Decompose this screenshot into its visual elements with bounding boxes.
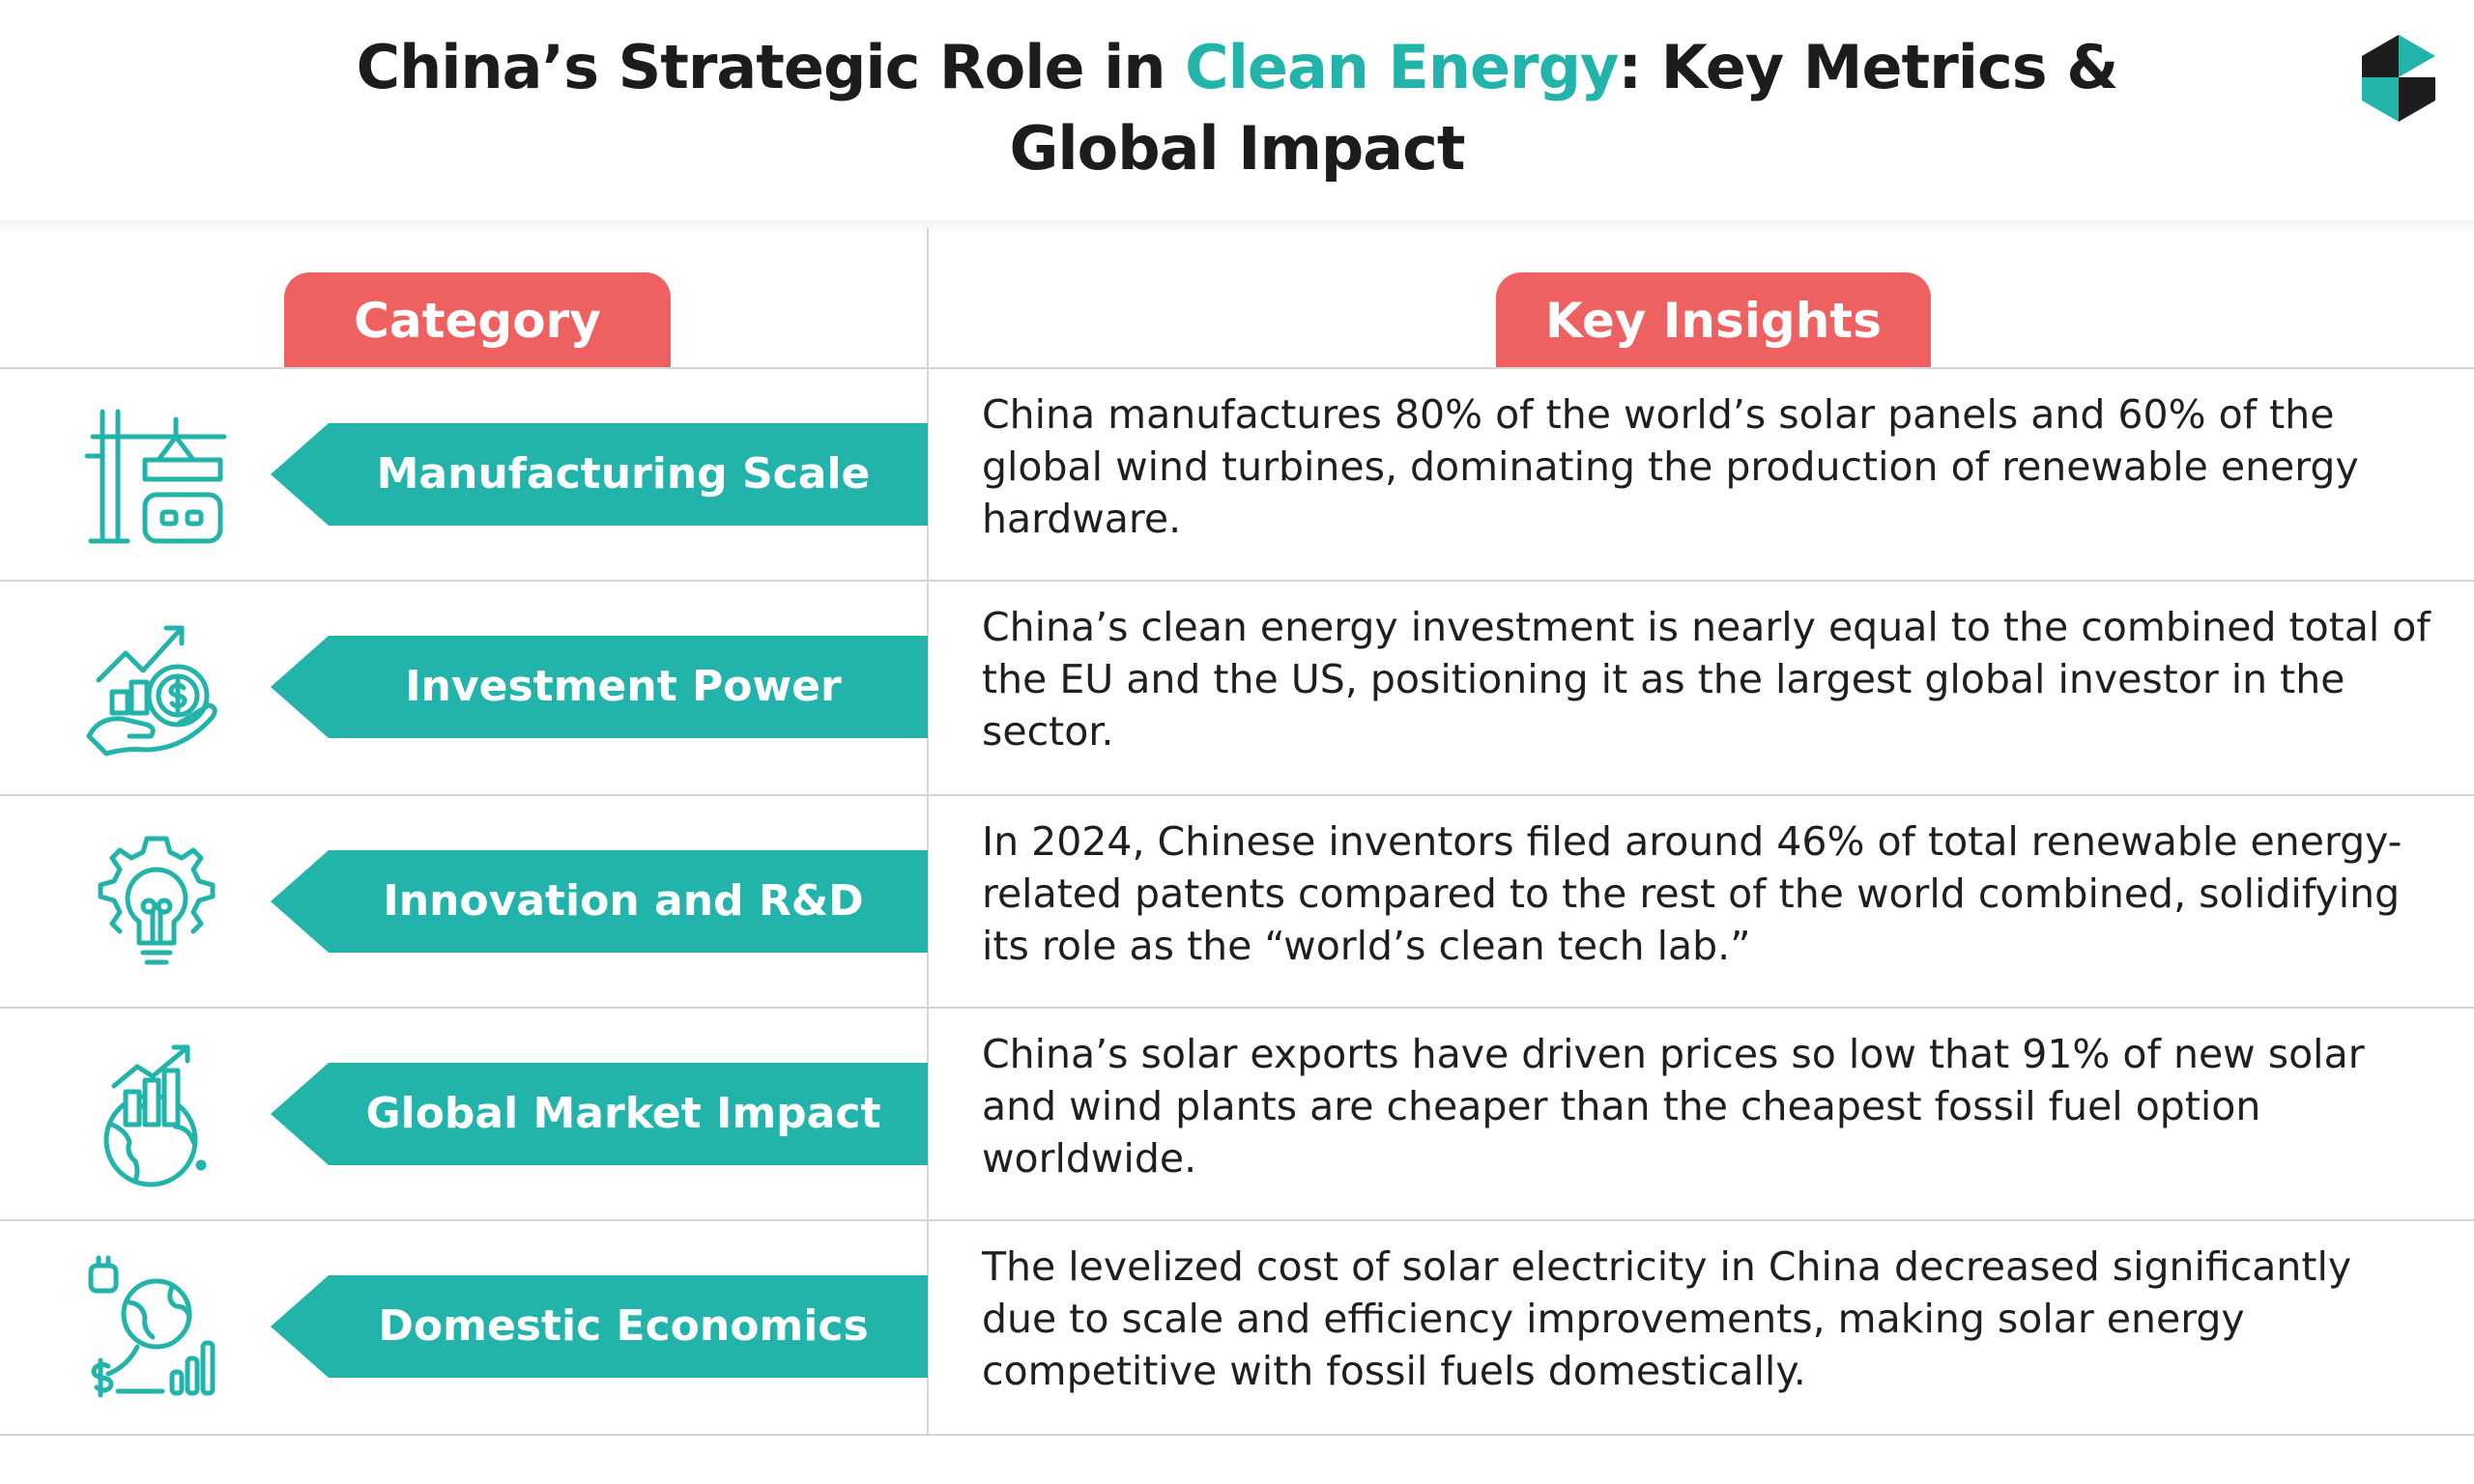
insights-column-header: Key Insights: [1496, 272, 1931, 369]
category-pill: Innovation and R&D: [271, 850, 928, 953]
category-column-header: Category: [284, 272, 671, 369]
innovation-lightbulb-gear-icon: [79, 825, 234, 980]
row-divider: [0, 1434, 2474, 1436]
table-row: Investment Power China’s clean energy in…: [0, 582, 2474, 794]
factory-crane-icon: [79, 398, 234, 553]
globe-growth-chart-icon: [79, 1038, 234, 1192]
investment-hand-coin-icon: [79, 611, 234, 765]
category-pill: Manufacturing Scale: [271, 423, 928, 526]
title-part-2: : Key Metrics & Global Impact: [1009, 32, 2118, 184]
row-divider: [0, 1219, 2474, 1221]
header-divider-shadow: [0, 220, 2474, 234]
category-pill: Investment Power: [271, 636, 928, 738]
row-divider: [0, 367, 2474, 369]
insight-text: China manufactures 80% of the world’s so…: [982, 391, 2359, 542]
table-row: Global Market Impact China’s solar expor…: [0, 1009, 2474, 1221]
column-divider: [927, 228, 929, 1436]
category-pill: Domestic Economics: [271, 1275, 928, 1378]
insight-text: China’s solar exports have driven prices…: [982, 1031, 2365, 1182]
category-pill: Global Market Impact: [271, 1063, 928, 1165]
brand-logo-icon: [2360, 33, 2437, 124]
row-divider: [0, 580, 2474, 582]
insight-text: In 2024, Chinese inventors filed around …: [982, 818, 2402, 969]
table-row: Innovation and R&D In 2024, Chinese inve…: [0, 796, 2474, 1009]
domestic-economy-globe-bars-icon: [79, 1250, 234, 1405]
page-title: China’s Strategic Role in Clean Energy: …: [290, 27, 2184, 189]
insight-text: China’s clean energy investment is nearl…: [982, 604, 2431, 755]
insight-text: The levelized cost of solar electricity …: [982, 1243, 2352, 1394]
row-divider: [0, 1007, 2474, 1009]
table-row: Manufacturing Scale China manufactures 8…: [0, 369, 2474, 582]
row-divider: [0, 794, 2474, 796]
table-row: Domestic Economics The levelized cost of…: [0, 1221, 2474, 1434]
title-accent: Clean Energy: [1185, 32, 1619, 102]
title-part-1: China’s Strategic Role in: [356, 32, 1186, 102]
